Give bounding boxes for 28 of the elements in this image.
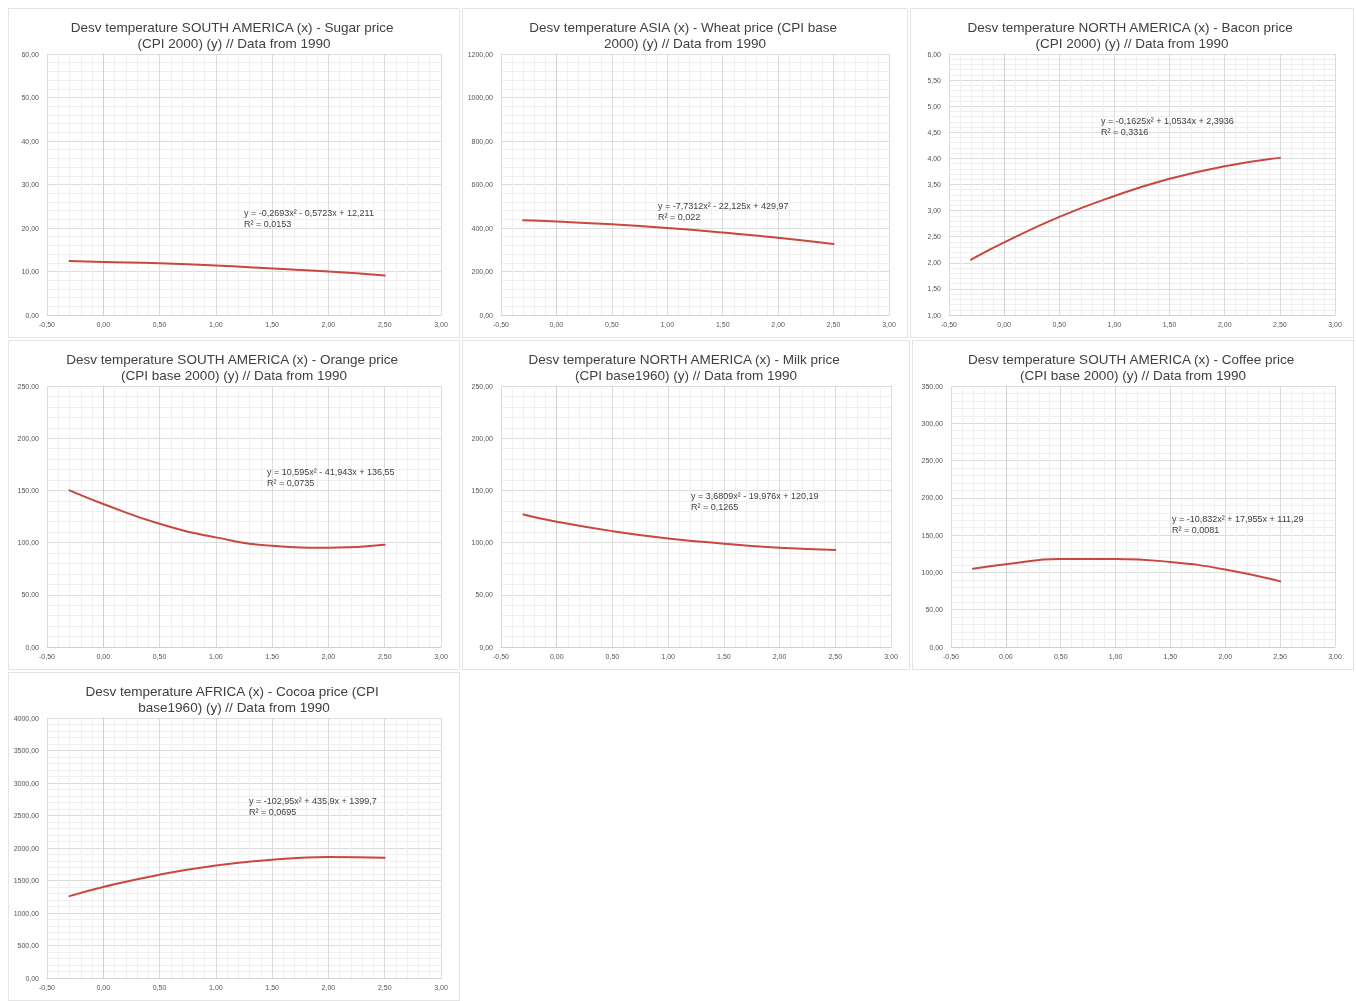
annotation: y = -7,7312x² - 22,125x + 429,97 xyxy=(658,200,789,211)
annotation: y = 10,595x² - 41,943x + 136,55 xyxy=(267,466,395,477)
line-series xyxy=(522,513,837,551)
annotation: y = -10,832x² + 17,955x + 111,29 xyxy=(1172,513,1304,524)
chart-title: Desv temperature ASIA (x) - Wheat price (CPI base 2000) (y) // Data from 1990 xyxy=(529,19,841,51)
line-series xyxy=(971,558,1282,583)
annotation: R² = 0,022 xyxy=(658,211,701,222)
annotation: y = -0,2693x² - 0,5723x + 12,211 xyxy=(244,207,374,218)
annotation: R² = 0,3316 xyxy=(1101,126,1149,137)
line-series xyxy=(68,260,386,277)
annotation: y = 3,6809x² - 19,976x + 120,19 xyxy=(691,490,819,501)
line-series xyxy=(522,219,835,246)
annotation: y = -102,95x² + 435,9x + 1399,7 xyxy=(249,795,377,806)
annotation: R² = 0,0153 xyxy=(244,218,292,229)
line-series xyxy=(970,156,1281,261)
chart-title: Desv temperature NORTH AMERICA (x) - Milk price (CPI base1960) (y) // Data from 1990 xyxy=(528,351,844,383)
chart-title: Desv temperature SOUTH AMERICA (x) - Coffee price (CPI base 2000) (y) // Data from 1990 xyxy=(968,351,1298,383)
annotation: y = -0,1625x² + 1,0534x + 2,3936 xyxy=(1101,115,1234,126)
annotation: R² = 0,0735 xyxy=(267,477,315,488)
line-series xyxy=(68,856,386,898)
chart-title: Desv temperature AFRICA (x) - Cocoa price (CPI base1960) (y) // Data from 1990 xyxy=(85,683,383,715)
chart-title: Desv temperature NORTH AMERICA (x) - Bacon price (CPI 2000) (y) // Data from 1990 xyxy=(967,19,1297,51)
annotation: R² = 0,0695 xyxy=(249,806,297,817)
line-series xyxy=(68,489,386,549)
chart-title: Desv temperature SOUTH AMERICA (x) - Orange price (CPI base 2000) (y) // Data from 1990 xyxy=(66,351,402,383)
chart-title: Desv temperature SOUTH AMERICA (x) - Sugar price (CPI 2000) (y) // Data from 1990 xyxy=(70,19,398,51)
annotation: R² = 0,1265 xyxy=(691,501,739,512)
annotation: R² = 0,0081 xyxy=(1172,524,1220,535)
